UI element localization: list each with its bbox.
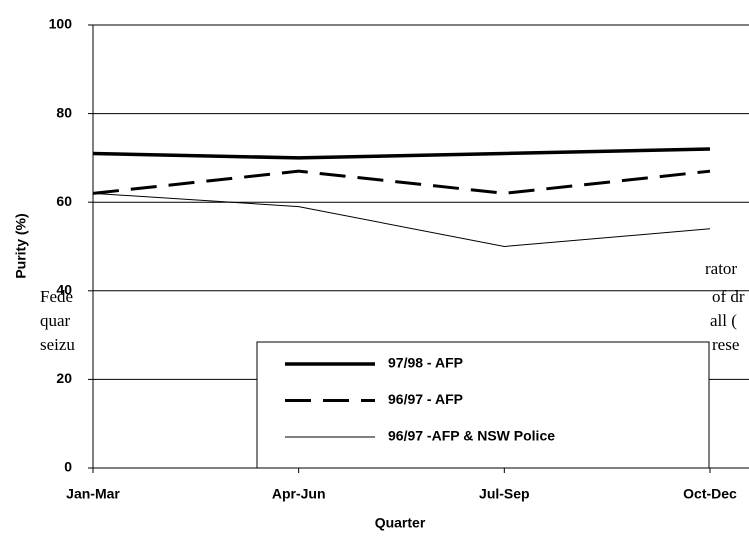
series-line: [92, 192, 711, 248]
legend-label: 96/97 -AFP & NSW Police: [388, 428, 555, 444]
background-text: all (: [710, 311, 737, 330]
y-axis-title: Purity (%): [13, 213, 29, 278]
y-tick-label: 40: [56, 282, 72, 298]
plot: [92, 147, 711, 248]
legend-label: 97/98 - AFP: [388, 355, 463, 371]
series-line: [92, 169, 711, 195]
x-tick-label: Jul-Sep: [479, 486, 530, 502]
series-line: [92, 147, 711, 160]
y-tick-label: 20: [56, 370, 72, 386]
legend-box: [256, 341, 710, 469]
y-tick-label: 100: [49, 16, 73, 32]
background-text: rator: [705, 259, 737, 278]
y-tick-label: 0: [64, 459, 72, 475]
background-text: Fede: [40, 287, 73, 306]
background-text: rator Fede of dr quar all ( seizu rese: [40, 259, 745, 354]
legend-label: 96/97 - AFP: [388, 391, 463, 407]
background-text: of dr: [712, 287, 745, 306]
background-text: seizu: [40, 335, 75, 354]
y-tick-label: 80: [56, 104, 72, 120]
grid: 0 20 40 60 80 100 Jan-Mar Apr-Jun Jul-Sep Oct-Dec: [49, 16, 749, 502]
y-tick-label: 60: [56, 193, 72, 209]
x-tick-label: Apr-Jun: [272, 486, 326, 502]
background-text: quar: [40, 311, 71, 330]
x-tick-label: Jan-Mar: [66, 486, 120, 502]
background-text: rese: [712, 335, 739, 354]
x-tick-label: Oct-Dec: [683, 486, 737, 502]
x-axis-title: Quarter: [375, 515, 426, 531]
legend: 97/98 - AFP 96/97 - AFP 96/97 -AFP & NSW P…: [285, 355, 555, 444]
